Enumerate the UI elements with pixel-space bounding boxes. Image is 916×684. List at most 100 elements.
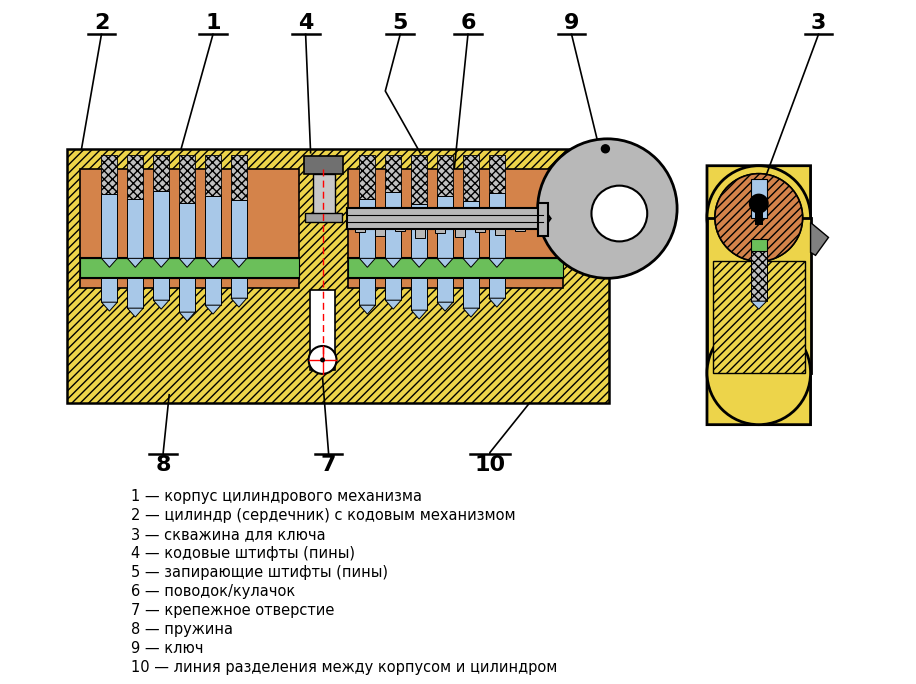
Bar [463, 278, 479, 308]
Bar [180, 155, 195, 202]
Bar [751, 239, 767, 251]
Polygon shape [359, 305, 376, 314]
Circle shape [707, 321, 811, 425]
Bar [67, 149, 609, 403]
Text: 9: 9 [564, 13, 579, 34]
FancyBboxPatch shape [707, 166, 811, 425]
Bar [463, 155, 479, 200]
Circle shape [309, 346, 336, 374]
Polygon shape [542, 207, 551, 229]
Bar [489, 155, 505, 193]
Bar [755, 204, 763, 226]
Bar [386, 278, 401, 300]
Bar [463, 200, 479, 259]
Bar [153, 155, 169, 191]
Circle shape [748, 194, 769, 213]
Bar [347, 207, 542, 229]
Bar [180, 278, 195, 312]
Text: 3 — скважина для ключа: 3 — скважина для ключа [131, 527, 326, 542]
Bar [437, 196, 453, 259]
Circle shape [320, 358, 325, 363]
Bar [102, 194, 117, 259]
Text: 1: 1 [205, 13, 221, 34]
Polygon shape [205, 259, 221, 267]
Polygon shape [102, 259, 117, 267]
Bar [415, 229, 425, 239]
Bar [312, 174, 334, 218]
Polygon shape [153, 259, 169, 267]
Text: 2 — цилиндр (сердечник) с кодовым механизмом: 2 — цилиндр (сердечник) с кодовым механи… [131, 508, 516, 523]
Polygon shape [411, 310, 427, 319]
Bar [411, 204, 427, 259]
Text: 5 — запирающие штифты (пины): 5 — запирающие штифты (пины) [131, 565, 388, 580]
Bar [102, 155, 117, 194]
Bar [751, 179, 767, 218]
Bar [515, 229, 525, 231]
Polygon shape [153, 300, 169, 309]
Bar [153, 278, 169, 300]
Bar [180, 202, 195, 259]
Bar [102, 278, 117, 302]
Text: 1 — корпус цилиндрового механизма: 1 — корпус цилиндрового механизма [131, 489, 422, 504]
Text: 9 — ключ: 9 — ключ [131, 641, 204, 656]
Bar [127, 155, 143, 198]
Text: 8: 8 [156, 455, 171, 475]
Bar [231, 200, 246, 259]
Polygon shape [180, 259, 195, 267]
Text: 7: 7 [321, 455, 336, 475]
Bar [310, 290, 335, 370]
Polygon shape [359, 259, 376, 267]
Bar [355, 229, 365, 233]
Circle shape [707, 166, 811, 269]
Bar [205, 196, 221, 259]
Polygon shape [463, 259, 479, 267]
Text: 10 — линия разделения между корпусом и цилиндром: 10 — линия разделения между корпусом и ц… [131, 659, 558, 674]
Bar [359, 198, 376, 259]
Polygon shape [180, 312, 195, 321]
Polygon shape [463, 308, 479, 317]
Bar [231, 278, 246, 298]
Bar [489, 193, 505, 259]
Circle shape [592, 185, 648, 241]
Bar [127, 278, 143, 308]
Text: 6 — поводок/кулачок: 6 — поводок/кулачок [131, 584, 296, 599]
Bar [359, 278, 376, 305]
Polygon shape [127, 259, 143, 267]
Text: 5: 5 [393, 13, 408, 34]
Bar [205, 155, 221, 196]
Bar [80, 259, 299, 278]
Circle shape [538, 139, 677, 278]
Bar [411, 278, 427, 310]
Bar [386, 192, 401, 259]
Polygon shape [411, 259, 427, 267]
Bar [80, 169, 299, 288]
Text: 4: 4 [298, 13, 313, 34]
Bar [153, 191, 169, 259]
Text: 2: 2 [93, 13, 109, 34]
Polygon shape [102, 302, 117, 311]
Polygon shape [437, 302, 453, 311]
Polygon shape [751, 301, 767, 309]
Text: 10: 10 [474, 455, 506, 475]
Bar [495, 229, 505, 235]
Text: 4 — кодовые штифты (пины): 4 — кодовые штифты (пины) [131, 546, 355, 561]
Circle shape [715, 174, 802, 261]
Bar [348, 169, 562, 288]
Bar [538, 202, 548, 237]
Bar [231, 155, 246, 200]
Bar [707, 218, 811, 373]
Polygon shape [386, 300, 401, 309]
Bar [396, 229, 405, 231]
Bar [437, 155, 453, 196]
Text: 3: 3 [811, 13, 826, 34]
Polygon shape [386, 259, 401, 267]
Bar [303, 156, 344, 174]
Polygon shape [231, 259, 246, 267]
Circle shape [715, 174, 802, 261]
Polygon shape [437, 259, 453, 267]
Text: 8 — пружина: 8 — пружина [131, 622, 234, 637]
Bar [474, 229, 485, 233]
Bar [435, 229, 445, 233]
Bar [127, 198, 143, 259]
Bar [376, 229, 386, 237]
